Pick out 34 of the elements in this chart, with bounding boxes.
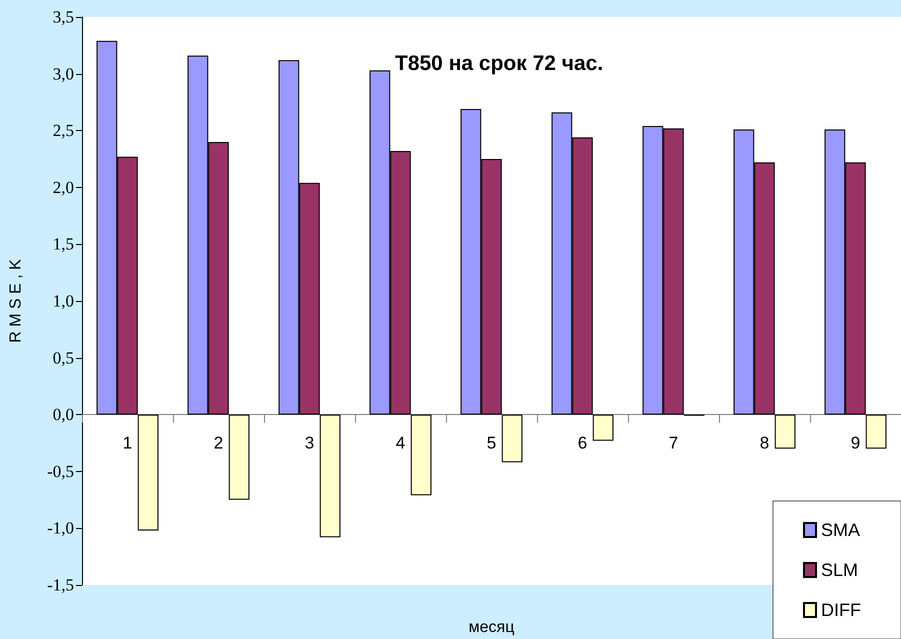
y-tick-label: 2,0: [52, 178, 74, 197]
x-tick-label: 1: [122, 434, 132, 453]
bar: [410, 414, 432, 496]
y-tick-label: 2,5: [52, 121, 74, 140]
x-tick-label: 3: [304, 434, 314, 453]
y-tick-label: 3,0: [52, 64, 74, 84]
bar: [866, 414, 886, 449]
x-tick-label: 7: [668, 434, 678, 453]
bar: [228, 414, 250, 500]
y-tick-label: 1,5: [52, 234, 74, 254]
x-tick-label: 9: [850, 434, 860, 453]
y-tick-label: 1,0: [52, 292, 74, 310]
bar: [138, 414, 158, 530]
bar: [502, 414, 522, 462]
x-tick-label: 5: [486, 434, 496, 453]
x-tick-label: 8: [760, 434, 770, 453]
bar: [320, 414, 340, 538]
x-tick-label: 2: [214, 434, 224, 453]
bar: [774, 414, 796, 449]
y-tick-label: 0,0: [52, 405, 74, 424]
x-axis-title: месяц: [468, 619, 514, 636]
legend-label: SMA: [821, 520, 860, 540]
legend-label: SLM: [821, 560, 858, 580]
y-tick-label: -1,5: [47, 576, 74, 594]
x-tick-label: 6: [578, 434, 588, 453]
y-tick-label: 3,5: [52, 8, 74, 26]
legend-label: DIFF: [821, 600, 862, 620]
y-tick-label: -0,5: [47, 462, 74, 481]
y-axis-title: R M S E , K: [8, 258, 24, 343]
y-tick-label: 0,5: [52, 348, 74, 368]
text: T850 на срок 72 час.: [395, 52, 604, 75]
y-tick-label: -1,0: [47, 518, 74, 538]
x-tick-label: 4: [396, 434, 406, 453]
bar: [592, 414, 614, 441]
